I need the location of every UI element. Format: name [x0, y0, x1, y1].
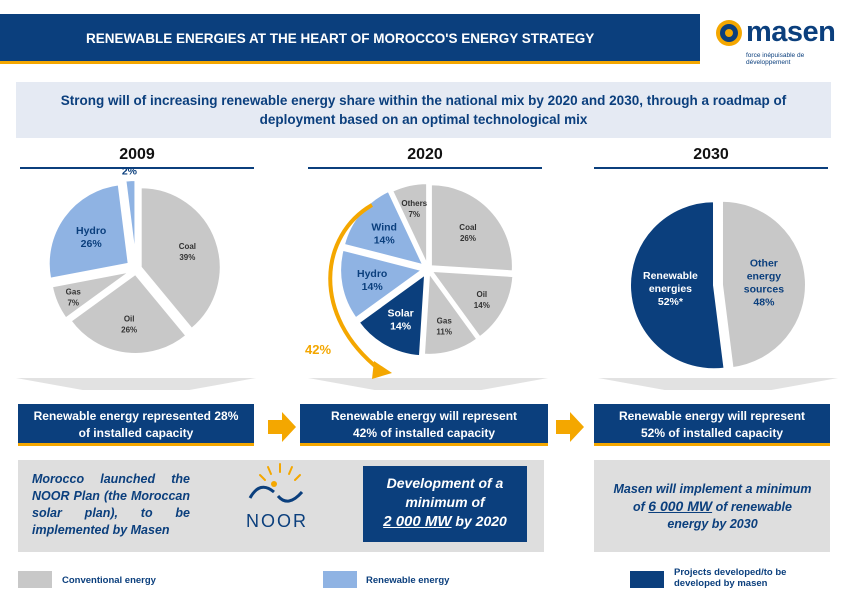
pie-label-gas: Gas 11% — [436, 316, 452, 336]
pie-shadow — [598, 378, 838, 390]
pie-label-other-energy-sources: Other energy sources 48% — [744, 258, 784, 309]
pie-label-oil: Oil 14% — [474, 290, 490, 310]
pie-slice-coal — [139, 186, 222, 331]
dev-line1: Development of a — [386, 475, 504, 491]
logo-tagline: force inépuisable de développement — [746, 52, 805, 66]
sun-icon — [716, 20, 742, 46]
pie-slice-hydro — [47, 183, 130, 280]
box-2020-line1: Renewable energy will represent — [330, 409, 518, 423]
box-2020-line2: 42% of installed capacity — [352, 426, 496, 440]
pie-slice-gas — [50, 270, 132, 320]
pie-slice-wind — [124, 179, 137, 261]
legend-label-renewable: Renewable energy — [366, 575, 450, 586]
pie-label-renewable-energies: Renewable energies 52%* — [643, 270, 698, 308]
renewable-share-arrow — [328, 203, 382, 372]
noor-sun-icon — [248, 463, 304, 503]
pie-shadow — [308, 378, 548, 390]
banner-line-1: Strong will of increasing renewable ener… — [60, 93, 787, 108]
banner-line-2: deployment based on an optimal technolog… — [259, 112, 588, 127]
masen-pre: of — [633, 500, 649, 514]
masen-line2: of 6 000 MW of renewable — [600, 498, 825, 516]
pie-label-others: Others 7% — [401, 199, 427, 219]
arrow-right-icon — [556, 412, 584, 442]
box-2020: Renewable energy will represent 42% of i… — [300, 404, 548, 446]
year-2009: 2009 — [20, 146, 254, 169]
dev-amount: 2 000 MW — [383, 513, 452, 530]
masen-line3: energy by 2030 — [667, 517, 758, 531]
dev-line2: minimum of — [405, 494, 485, 510]
pie-label-solar: Solar 14% — [387, 307, 413, 332]
pie-slice-oil — [429, 269, 515, 339]
box-2009-line2: of installed capacity — [78, 426, 194, 440]
dev-suffix: by 2020 — [451, 513, 507, 529]
masen-2030-text: Masen will implement a minimum of 6 000 … — [600, 481, 825, 533]
box-2030-line2: 52% of installed capacity — [640, 426, 784, 440]
pie-label-coal: Coal 26% — [459, 223, 476, 243]
box-2009: Renewable energy represented 28% of inst… — [18, 404, 254, 446]
legend-swatch-conventional — [18, 571, 52, 588]
pie-slice-gas — [422, 270, 479, 356]
legend-masen-line2: developed by masen — [674, 578, 768, 589]
box-2009-line1: Renewable energy represented 28% — [33, 409, 239, 423]
page-title: RENEWABLE ENERGIES AT THE HEART OF MOROC… — [86, 31, 595, 46]
legend-masen-line1: Projects developed/to be — [674, 567, 787, 578]
development-box: Development of a minimum of 2 000 MW by … — [363, 466, 527, 542]
legend-swatch-masen — [630, 571, 664, 588]
masen-logo: masen force inépuisable de développement — [714, 14, 844, 66]
year-2020: 2020 — [308, 146, 542, 169]
pie-slice-hydro — [339, 248, 425, 320]
year-2030: 2030 — [594, 146, 828, 169]
pie-label-hydro: Hydro 14% — [357, 268, 387, 293]
legend-swatch-renewable — [323, 571, 357, 588]
pie-label-coal: Coal 39% — [179, 242, 196, 262]
pie-slice-solar — [357, 272, 427, 358]
arrow-head-icon — [372, 361, 392, 379]
header-bar: RENEWABLE ENERGIES AT THE HEART OF MOROC… — [0, 14, 700, 64]
pie-label-wind: Wind2% — [117, 165, 143, 178]
masen-amount: 6 000 MW — [648, 498, 713, 514]
pie-shadow — [16, 378, 256, 390]
pie-label-wind: Wind 14% — [371, 221, 397, 246]
masen-line1: Masen will implement a minimum — [613, 482, 812, 496]
pie-slice-oil — [69, 272, 188, 355]
masen-suffix: of renewable — [712, 500, 792, 514]
pie-slice-others — [390, 182, 429, 266]
box-2030: Renewable energy will represent 52% of i… — [594, 404, 830, 446]
pie-label-oil: Oil 26% — [121, 315, 137, 335]
pie-slice-coal — [429, 183, 514, 273]
arrow-right-icon — [268, 412, 296, 442]
noor-description: Morocco launched the NOOR Plan (the Moro… — [32, 472, 190, 537]
dev-line3: 2 000 MW by 2020 — [363, 512, 527, 531]
legend-label-conventional: Conventional energy — [62, 575, 156, 586]
pie-label-hydro: Hydro 26% — [76, 225, 106, 250]
renewable-share-annotation: 42% — [305, 342, 332, 357]
pie-label-gas: Gas 7% — [66, 288, 82, 308]
noor-logo-word: NOOR — [246, 511, 308, 531]
pie-slice-renewable-energies — [629, 200, 726, 371]
box-2030-line1: Renewable energy will represent — [618, 409, 806, 423]
strategy-banner: Strong will of increasing renewable ener… — [16, 82, 831, 138]
logo-word: masen — [746, 16, 836, 48]
legend-label-masen: Projects developed/to be developed by ma… — [674, 567, 786, 589]
masen-2030-panel — [594, 460, 830, 552]
pie-slice-other-energy-sources — [720, 199, 807, 370]
